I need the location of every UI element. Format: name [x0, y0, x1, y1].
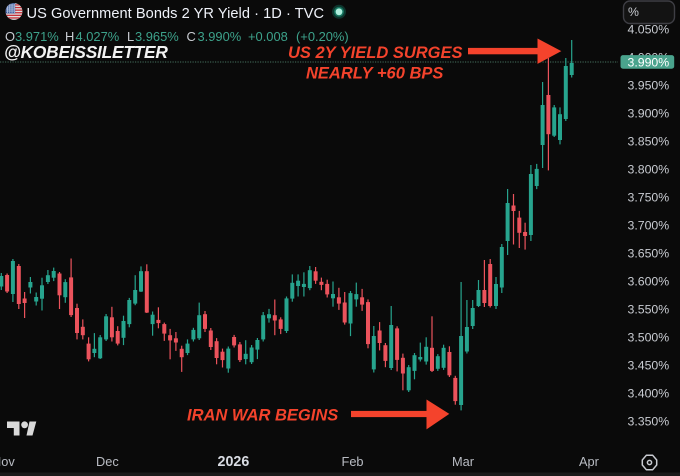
svg-text:4.027%: 4.027%	[76, 29, 120, 44]
svg-text:4.050%: 4.050%	[628, 22, 670, 36]
svg-text:3.950%: 3.950%	[628, 78, 670, 92]
svg-text:+0.008: +0.008	[248, 29, 288, 44]
svg-text:3.650%: 3.650%	[628, 246, 670, 260]
svg-text:H: H	[65, 29, 74, 44]
svg-text:Mar: Mar	[452, 454, 475, 469]
svg-text:IRAN WAR BEGINS: IRAN WAR BEGINS	[187, 407, 338, 425]
svg-text:3.400%: 3.400%	[628, 386, 670, 400]
svg-text:3.900%: 3.900%	[628, 106, 670, 120]
svg-text:Feb: Feb	[342, 454, 364, 469]
svg-text:US Government Bonds 2 YR Yield: US Government Bonds 2 YR Yield · 1D · TV…	[27, 6, 325, 22]
svg-text:Dec: Dec	[96, 454, 119, 469]
svg-text:3.600%: 3.600%	[628, 274, 670, 288]
svg-text:3.350%: 3.350%	[628, 414, 670, 428]
svg-text:US 2Y YIELD SURGES: US 2Y YIELD SURGES	[288, 44, 463, 62]
svg-text:3.550%: 3.550%	[628, 302, 670, 316]
svg-text:C: C	[187, 29, 196, 44]
svg-text:%: %	[628, 5, 639, 19]
svg-text:3.500%: 3.500%	[628, 330, 670, 344]
svg-text:2026: 2026	[218, 454, 250, 470]
svg-text:NEARLY +60 BPS: NEARLY +60 BPS	[306, 65, 443, 83]
svg-text:3.971%: 3.971%	[15, 29, 59, 44]
svg-text:L: L	[127, 29, 134, 44]
svg-text:Apr: Apr	[579, 454, 600, 469]
svg-text:3.965%: 3.965%	[135, 29, 179, 44]
svg-text:3.700%: 3.700%	[628, 218, 670, 232]
svg-text:O: O	[5, 29, 15, 44]
svg-text:(+0.20%): (+0.20%)	[296, 29, 349, 44]
svg-text:3.990%: 3.990%	[198, 29, 242, 44]
svg-text:3.800%: 3.800%	[628, 162, 670, 176]
svg-text:3.850%: 3.850%	[628, 134, 670, 148]
svg-text:3.450%: 3.450%	[628, 358, 670, 372]
svg-text:3.750%: 3.750%	[628, 190, 670, 204]
svg-text:@KOBEISSILETTER: @KOBEISSILETTER	[4, 42, 168, 62]
svg-text:3.990%: 3.990%	[628, 55, 670, 69]
svg-text:Nov: Nov	[0, 454, 15, 469]
